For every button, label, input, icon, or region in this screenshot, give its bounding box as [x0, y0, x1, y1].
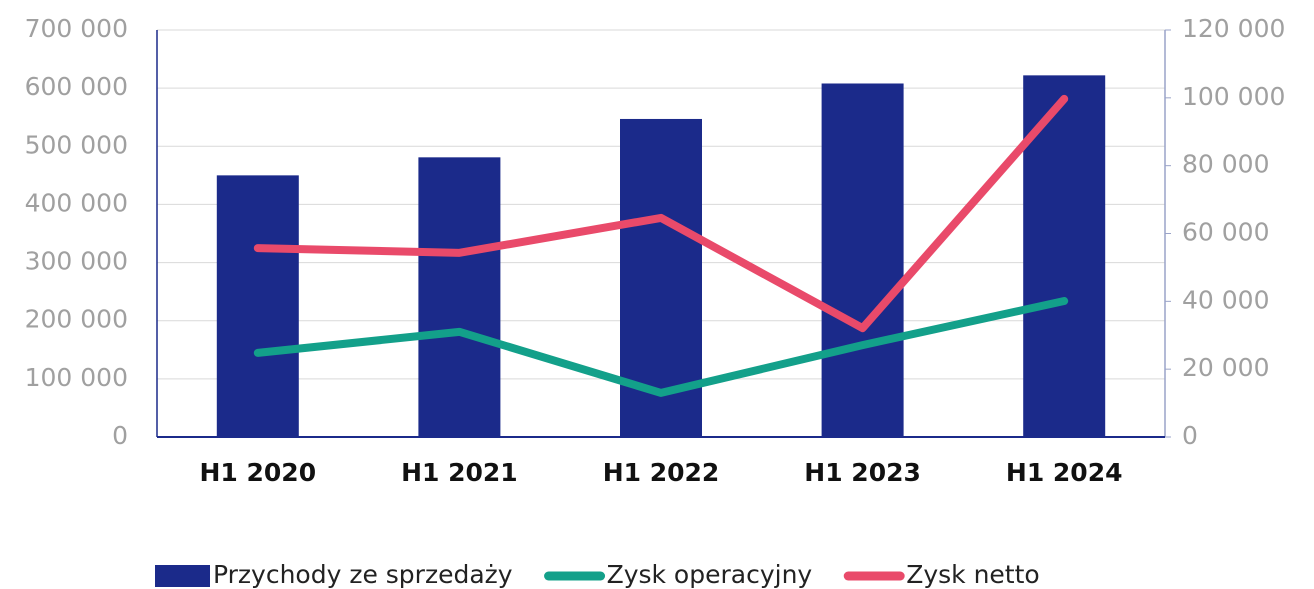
y-tick-label: 500 000	[25, 130, 128, 159]
legend-swatch	[155, 565, 210, 587]
y2-tick-label: 80 000	[1182, 150, 1269, 179]
y-tick-label: 100 000	[25, 363, 128, 392]
bar	[216, 175, 299, 437]
line	[253, 94, 1069, 333]
y-tick-label: 600 000	[25, 72, 128, 101]
y-tick-label: 200 000	[25, 305, 128, 334]
legend-label: Przychody ze sprzedaży	[213, 560, 513, 589]
x-tick-label: H1 2020	[199, 458, 316, 487]
x-tick-label: H1 2024	[1006, 458, 1123, 487]
y2-tick-label: 20 000	[1182, 353, 1269, 382]
y2-tick-label: 0	[1182, 421, 1198, 450]
x-tick-label: H1 2022	[603, 458, 720, 487]
y2-tick-label: 60 000	[1182, 218, 1269, 247]
legend-label: Zysk operacyjny	[607, 560, 813, 589]
y-tick-label: 700 000	[25, 14, 128, 43]
legend-label: Zysk netto	[906, 560, 1040, 589]
y2-tick-label: 40 000	[1182, 285, 1269, 314]
y2-tick-label: 100 000	[1182, 82, 1285, 111]
bar	[418, 157, 501, 437]
y-tick-label: 400 000	[25, 188, 128, 217]
y-tick-label: 0	[112, 421, 128, 450]
y2-tick-label: 120 000	[1182, 14, 1285, 43]
x-tick-label: H1 2023	[804, 458, 921, 487]
bar	[821, 83, 904, 438]
x-tick-label: H1 2021	[401, 458, 518, 487]
y-tick-label: 300 000	[25, 247, 128, 276]
line	[253, 296, 1069, 397]
